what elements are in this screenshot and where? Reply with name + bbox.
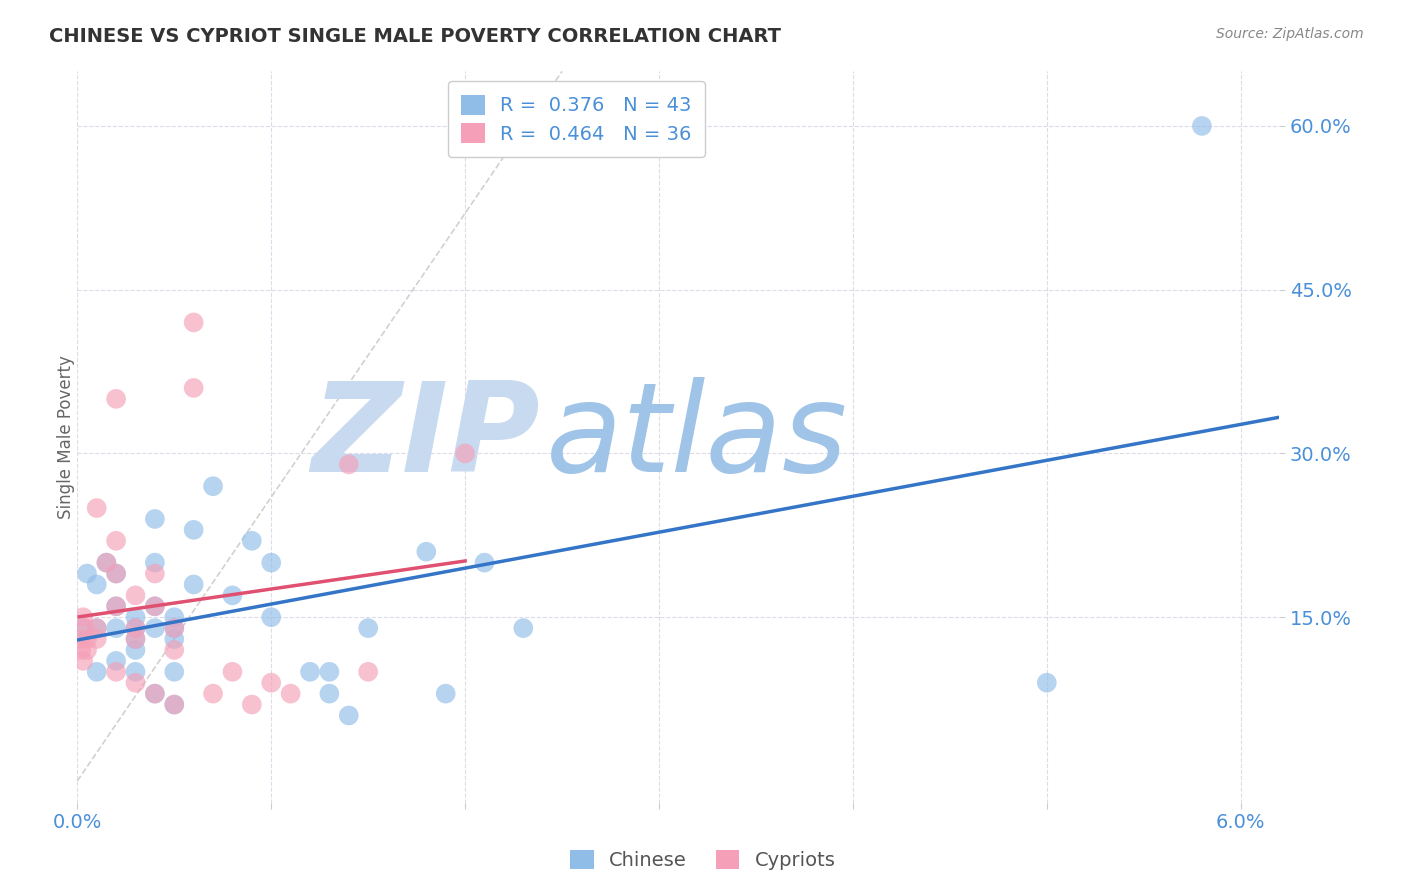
Chinese [1036, 675, 1059, 690]
Cypriots [67, 632, 90, 646]
Chinese [337, 708, 360, 723]
Cypriots [105, 599, 128, 614]
Chinese [163, 610, 186, 624]
Cypriots [72, 654, 94, 668]
Chinese [143, 512, 166, 526]
Cypriots [86, 621, 108, 635]
Chinese [124, 632, 146, 646]
Cypriots [70, 643, 93, 657]
Chinese [183, 523, 205, 537]
Cypriots [86, 501, 108, 516]
Cypriots [105, 392, 128, 406]
Cypriots [105, 665, 128, 679]
Chinese [96, 556, 118, 570]
Chinese [105, 599, 128, 614]
Chinese [260, 556, 283, 570]
Cypriots [143, 599, 166, 614]
Cypriots [357, 665, 380, 679]
Chinese [240, 533, 263, 548]
Cypriots [202, 687, 225, 701]
Cypriots [124, 588, 146, 602]
Cypriots [72, 610, 94, 624]
Cypriots [76, 643, 98, 657]
Chinese [318, 665, 340, 679]
Chinese [143, 621, 166, 635]
Chinese [221, 588, 243, 602]
Cypriots [260, 675, 283, 690]
Chinese [163, 698, 186, 712]
Cypriots [124, 621, 146, 635]
Cypriots [337, 458, 360, 472]
Chinese [434, 687, 457, 701]
Cypriots [163, 621, 186, 635]
Chinese [86, 577, 108, 591]
Chinese [124, 643, 146, 657]
Chinese [72, 621, 94, 635]
Cypriots [124, 632, 146, 646]
Legend: Chinese, Cypriots: Chinese, Cypriots [562, 842, 844, 878]
Cypriots [163, 698, 186, 712]
Chinese [183, 577, 205, 591]
Cypriots [240, 698, 263, 712]
Chinese [105, 621, 128, 635]
Text: ZIP: ZIP [311, 376, 540, 498]
Chinese [318, 687, 340, 701]
Chinese [163, 632, 186, 646]
Cypriots [124, 675, 146, 690]
Chinese [163, 665, 186, 679]
Cypriots [75, 621, 97, 635]
Chinese [143, 687, 166, 701]
Chinese [298, 665, 321, 679]
Chinese [202, 479, 225, 493]
Chinese [86, 621, 108, 635]
Cypriots [105, 566, 128, 581]
Chinese [260, 610, 283, 624]
Chinese [86, 665, 108, 679]
Cypriots [96, 556, 118, 570]
Cypriots [183, 315, 205, 329]
Chinese [124, 665, 146, 679]
Chinese [163, 621, 186, 635]
Chinese [105, 654, 128, 668]
Text: Source: ZipAtlas.com: Source: ZipAtlas.com [1216, 27, 1364, 41]
Y-axis label: Single Male Poverty: Single Male Poverty [58, 355, 75, 519]
Chinese [124, 610, 146, 624]
Cypriots [143, 566, 166, 581]
Cypriots [143, 687, 166, 701]
Cypriots [76, 632, 98, 646]
Chinese [105, 566, 128, 581]
Text: CHINESE VS CYPRIOT SINGLE MALE POVERTY CORRELATION CHART: CHINESE VS CYPRIOT SINGLE MALE POVERTY C… [49, 27, 782, 45]
Text: atlas: atlas [546, 376, 848, 498]
Chinese [143, 556, 166, 570]
Chinese [415, 545, 437, 559]
Chinese [357, 621, 380, 635]
Cypriots [221, 665, 243, 679]
Cypriots [86, 632, 108, 646]
Cypriots [183, 381, 205, 395]
Cypriots [280, 687, 302, 701]
Chinese [143, 599, 166, 614]
Chinese [474, 556, 496, 570]
Cypriots [454, 446, 477, 460]
Chinese [76, 566, 98, 581]
Cypriots [105, 533, 128, 548]
Chinese [1191, 119, 1213, 133]
Chinese [512, 621, 534, 635]
Chinese [124, 621, 146, 635]
Cypriots [163, 643, 186, 657]
Legend: R =  0.376   N = 43, R =  0.464   N = 36: R = 0.376 N = 43, R = 0.464 N = 36 [447, 81, 706, 157]
